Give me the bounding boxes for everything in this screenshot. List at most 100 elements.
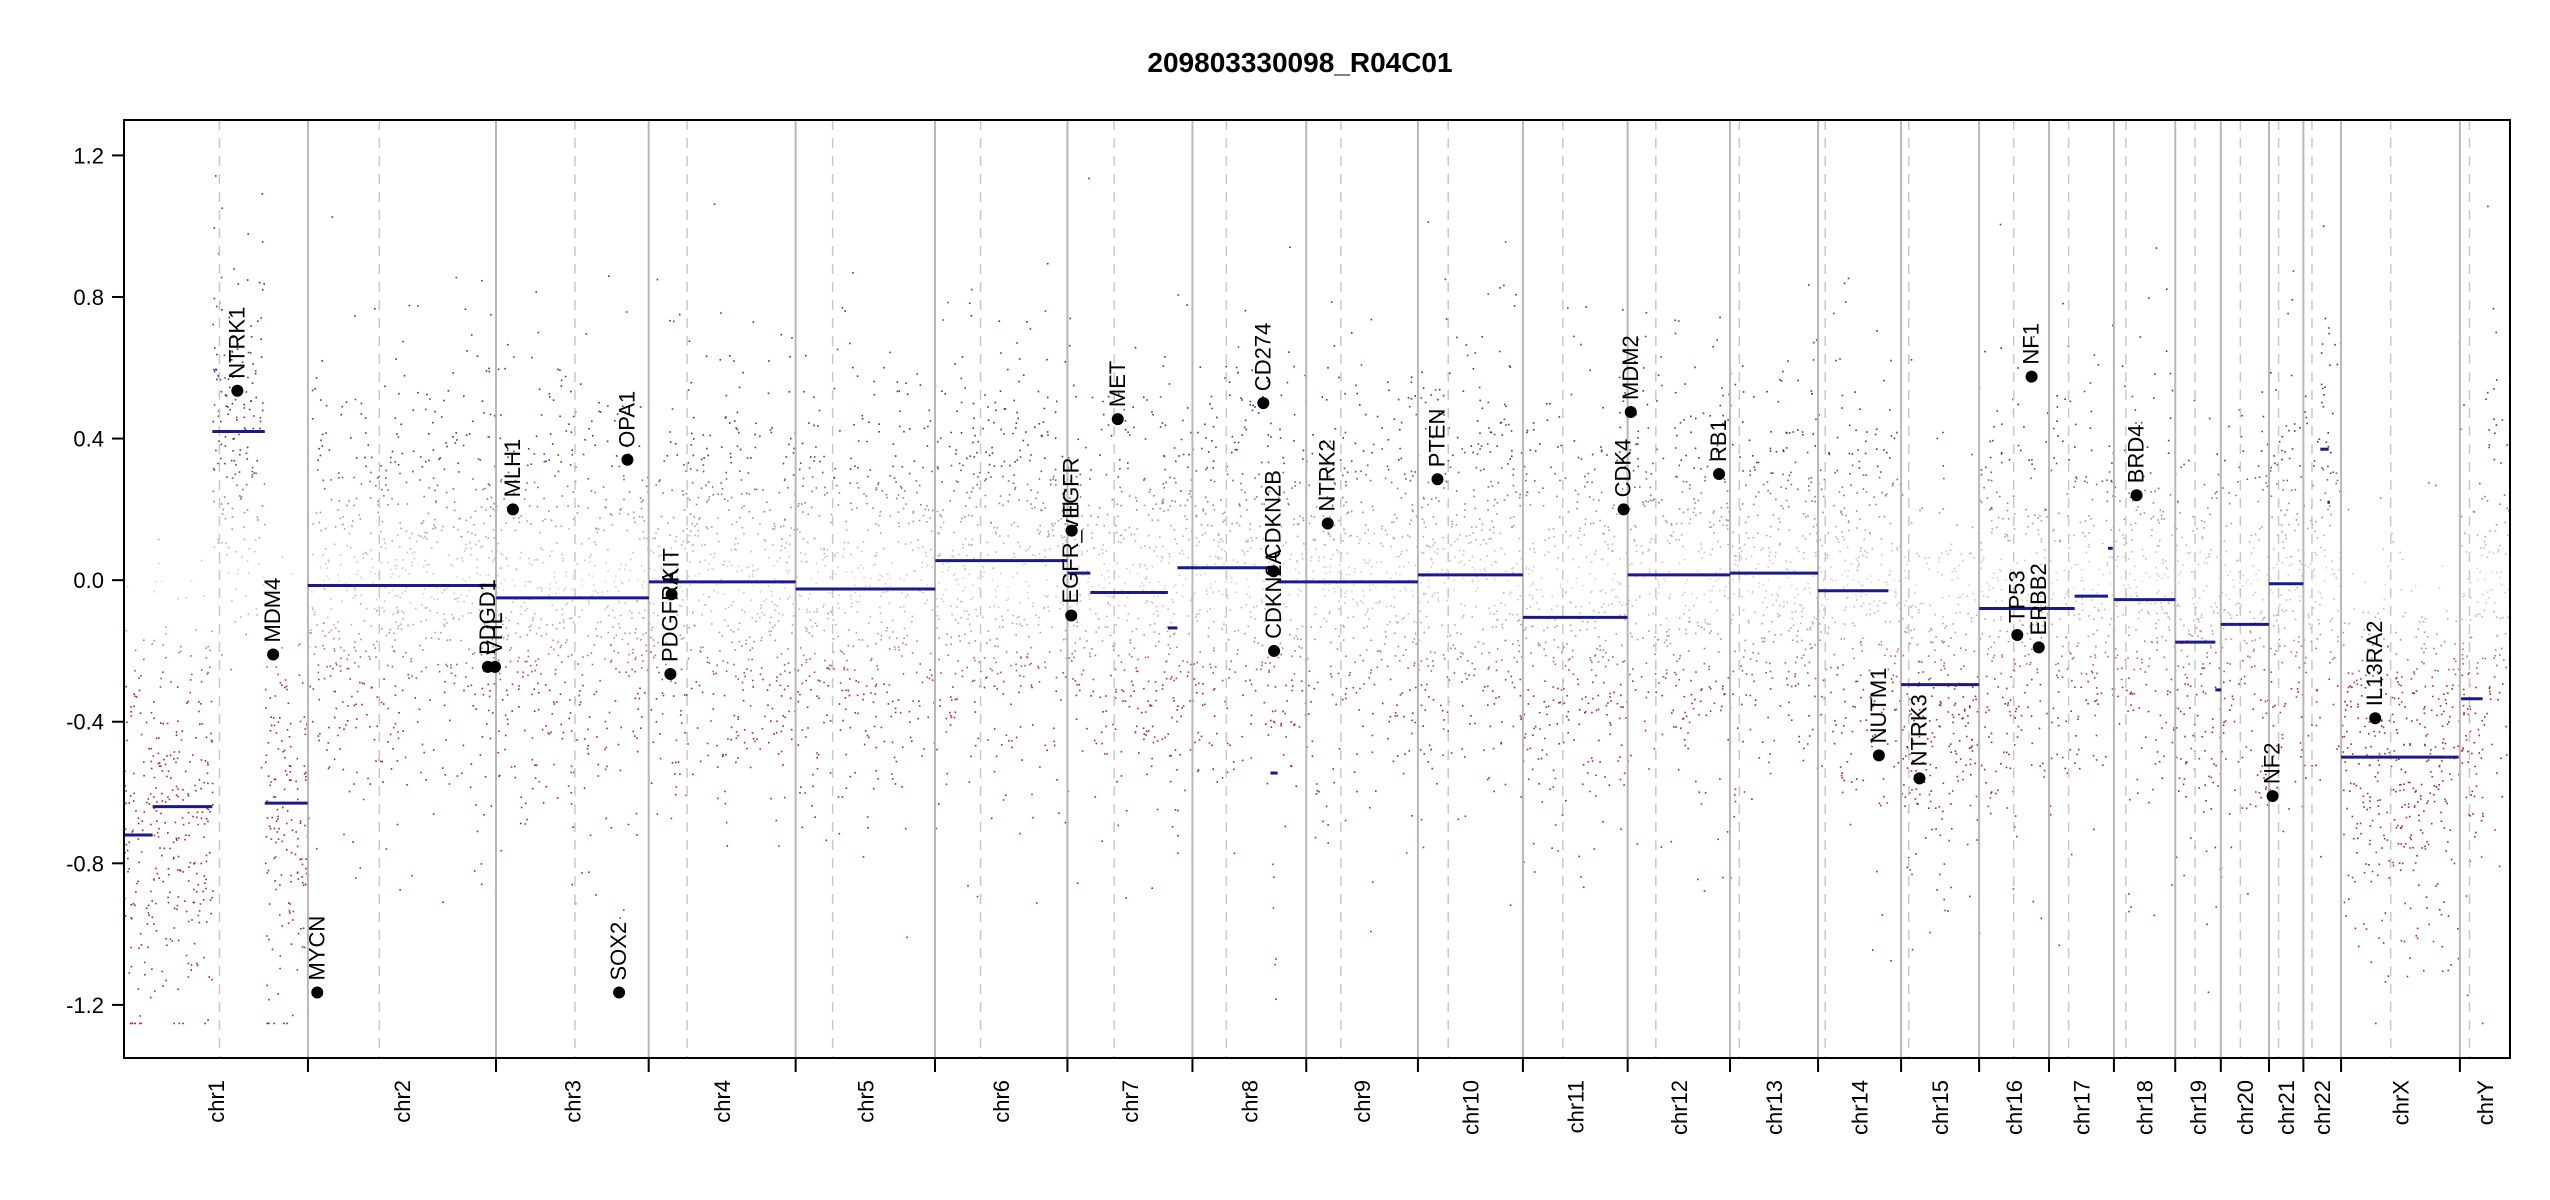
gene-label: MET bbox=[1105, 361, 1130, 407]
probe-point-group bbox=[417, 534, 2279, 537]
probe-point-group bbox=[497, 659, 2505, 661]
probe-point-group bbox=[1862, 474, 1865, 476]
gene-point bbox=[1257, 397, 1270, 410]
probe-point-group bbox=[361, 576, 2163, 580]
x-tick-label: chr6 bbox=[989, 1080, 1014, 1123]
probe-point-group bbox=[551, 604, 2243, 607]
gene-point bbox=[489, 660, 502, 673]
probe-point-group bbox=[1988, 635, 1991, 638]
x-tick-label: chr22 bbox=[2310, 1080, 2335, 1135]
gene-point bbox=[1913, 772, 1926, 785]
x-tick-label: chr16 bbox=[2002, 1080, 2027, 1135]
x-tick-label: chr9 bbox=[1350, 1080, 1375, 1123]
y-tick-label: -0.8 bbox=[66, 851, 104, 876]
probe-point-group bbox=[254, 539, 2512, 542]
gene-label: RB1 bbox=[1706, 419, 1731, 462]
gene-point bbox=[2011, 629, 2024, 642]
x-axis: chr1 chr2 chr3 chr4 chr5 chr6 chr7 chr8 chr9 chr1… bbox=[204, 1058, 2498, 1135]
probe-point-group bbox=[1744, 649, 1746, 652]
gene-label: PDGD1 bbox=[475, 579, 500, 655]
gene-label: PDGFRA bbox=[657, 570, 682, 662]
gene-point bbox=[613, 986, 626, 999]
x-tick-label: chr4 bbox=[710, 1080, 735, 1123]
gene-point bbox=[621, 453, 634, 466]
x-tick-label: chr3 bbox=[560, 1080, 585, 1123]
gene-label: CDKN2B bbox=[1261, 470, 1286, 559]
y-tick-label: -1.2 bbox=[66, 993, 104, 1018]
gene-point bbox=[664, 667, 677, 680]
gene-label: IL13RA2 bbox=[2362, 621, 2387, 707]
gene-point bbox=[1431, 473, 1444, 486]
probe-point-group bbox=[396, 564, 2307, 567]
probe-point-group bbox=[410, 660, 2457, 663]
plot-frame bbox=[123, 119, 2511, 1059]
gene-point bbox=[506, 503, 519, 516]
probe-point-group bbox=[323, 488, 1624, 490]
x-tick-label: chr2 bbox=[390, 1080, 415, 1123]
gene-label: PTEN bbox=[1425, 409, 1450, 468]
x-tick-label: chr17 bbox=[2070, 1080, 2095, 1135]
gene-label: CDKN2A bbox=[1261, 549, 1286, 639]
gene-label: MDM2 bbox=[1618, 335, 1643, 400]
gene-point bbox=[2032, 641, 2045, 654]
gene-label: MYCN bbox=[304, 916, 329, 981]
gene-point bbox=[1617, 503, 1630, 516]
gene-point bbox=[2266, 790, 2279, 803]
probe-point-group bbox=[239, 497, 2484, 500]
x-tick-label: chr19 bbox=[2186, 1080, 2211, 1135]
x-tick-label: chrY bbox=[2473, 1080, 2498, 1126]
y-axis: 1.2 0.8 0.4 0.0 -0.4 -0.8 -1.2 bbox=[66, 143, 124, 1018]
x-tick-label: chr15 bbox=[1928, 1080, 1953, 1135]
gene-point bbox=[267, 648, 280, 661]
probe-point-group bbox=[190, 579, 2326, 582]
gene-point bbox=[1267, 565, 1280, 578]
x-tick-label: chr1 bbox=[204, 1080, 229, 1123]
gene-point bbox=[2025, 370, 2038, 383]
gene-label: NF1 bbox=[2019, 323, 2044, 365]
x-tick-label: chr10 bbox=[1458, 1080, 1483, 1135]
gene-point bbox=[665, 588, 678, 601]
gene-label: MDM4 bbox=[260, 578, 285, 643]
probe-point-group bbox=[348, 532, 2393, 535]
probe-point-group bbox=[245, 594, 2466, 597]
probe-point-group bbox=[431, 595, 2109, 599]
y-tick-label: 0.4 bbox=[73, 427, 104, 452]
gene-label: VHL bbox=[482, 612, 507, 655]
gene-point bbox=[231, 384, 244, 397]
gene-label: CD274 bbox=[1250, 323, 1275, 391]
gene-label: NF2 bbox=[2260, 743, 2285, 785]
x-tick-label: chr11 bbox=[1563, 1080, 1588, 1133]
probe-point-group bbox=[464, 543, 2487, 547]
gene-label: TP53 bbox=[2004, 570, 2029, 623]
gene-label: NTRK1 bbox=[224, 307, 249, 379]
gene-point bbox=[1065, 609, 1078, 622]
x-tick-label: chr8 bbox=[1237, 1080, 1262, 1123]
probe-point-group bbox=[1164, 468, 1166, 471]
probe-point-group bbox=[650, 651, 2425, 654]
gene-label: KIT bbox=[659, 548, 684, 582]
x-tick-label: chr18 bbox=[2133, 1080, 2158, 1135]
chromosome-dividers bbox=[218, 120, 2471, 1058]
gene-point bbox=[311, 986, 324, 999]
gene-label: NTRK2 bbox=[1315, 439, 1340, 511]
gene-label: ERBB2 bbox=[2026, 563, 2051, 635]
x-tick-label: chr14 bbox=[1848, 1080, 1873, 1135]
probe-point-group bbox=[463, 600, 2479, 604]
gene-label: NUTM1 bbox=[1866, 668, 1891, 744]
x-tick-label: chr12 bbox=[1667, 1080, 1692, 1135]
probe-point-group bbox=[759, 616, 2049, 619]
y-tick-label: 0.0 bbox=[73, 568, 104, 593]
x-tick-label: chrX bbox=[2389, 1080, 2414, 1126]
gene-label: OPA1 bbox=[614, 391, 639, 448]
x-tick-label: chr5 bbox=[853, 1080, 878, 1123]
x-tick-label: chr7 bbox=[1118, 1080, 1143, 1123]
gene-point bbox=[1872, 749, 1885, 762]
probe-point-group bbox=[1012, 482, 1015, 484]
probe-point-group bbox=[1810, 477, 1813, 479]
gene-point bbox=[1065, 524, 1078, 537]
gene-label: EGFR_vIII bbox=[1058, 501, 1083, 604]
probe-point-group bbox=[352, 597, 2221, 600]
gene-point bbox=[1111, 413, 1124, 426]
